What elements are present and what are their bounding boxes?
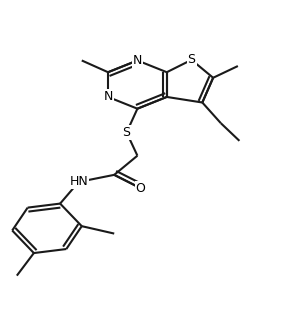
Text: S: S bbox=[187, 53, 196, 66]
Text: HN: HN bbox=[69, 175, 88, 188]
Text: S: S bbox=[123, 126, 131, 139]
Text: O: O bbox=[135, 181, 146, 195]
Text: N: N bbox=[103, 91, 113, 104]
Text: N: N bbox=[133, 54, 142, 67]
